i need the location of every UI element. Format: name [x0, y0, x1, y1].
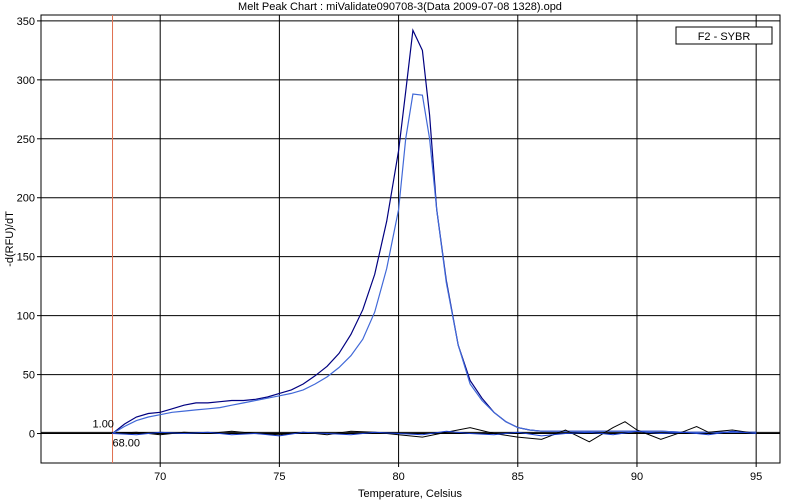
x-tick-label: 75 [273, 471, 285, 483]
y-tick-label: 100 [17, 311, 35, 323]
y-axis-ticks: 0 50 100 150 200 250 300 350 [17, 16, 41, 441]
x-tick-label: 95 [750, 471, 762, 483]
baseline-line-1 [112, 421, 757, 443]
x-tick-label: 80 [392, 471, 404, 483]
y-tick-label: 250 [17, 134, 35, 146]
plot-frame [40, 14, 781, 464]
legend: F2 - SYBR [675, 26, 773, 45]
y-tick-label: 0 [29, 429, 35, 441]
grid-vertical [159, 15, 757, 463]
series-group [112, 28, 757, 443]
marker-x-label: 68.00 [113, 437, 141, 449]
y-tick-label: 150 [17, 252, 35, 264]
x-tick-label: 70 [154, 471, 166, 483]
chart-title: Melt Peak Chart : miValidate090708-3(Dat… [238, 1, 562, 13]
y-tick-label: 300 [17, 75, 35, 87]
y-tick-label: 350 [17, 16, 35, 28]
legend-label: F2 - SYBR [698, 31, 751, 43]
x-tick-label: 85 [512, 471, 524, 483]
x-tick-label: 90 [631, 471, 643, 483]
series-line-2 [112, 93, 757, 435]
y-tick-label: 50 [23, 370, 35, 382]
x-axis-title: Temperature, Celsius [358, 488, 462, 500]
threshold-label: 1.00 [93, 418, 114, 430]
y-axis-title: -d(RFU)/dT [4, 211, 16, 267]
y-tick-label: 200 [17, 193, 35, 205]
x-axis-ticks: 70 75 80 85 90 95 [154, 463, 762, 483]
legend-box [675, 26, 773, 45]
baseline-line-2 [112, 430, 757, 437]
